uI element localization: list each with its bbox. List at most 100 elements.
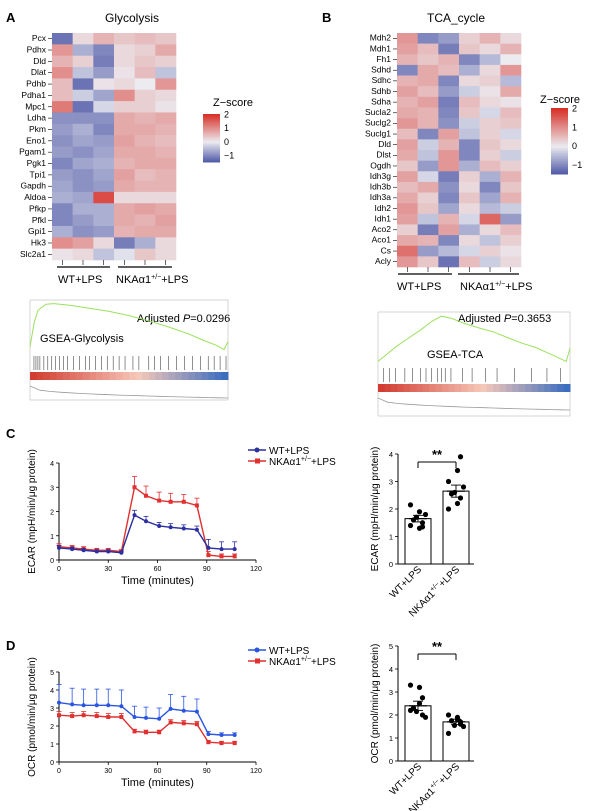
y-tick-label: 1 — [389, 533, 393, 542]
heatmap-tca: Mdh2Mdh1Fh1SdhdSdhcSdhbSdhaSucla2Suclg2S… — [365, 33, 522, 272]
zscore-gradient-step — [203, 118, 220, 121]
heatmap-row-label: Dld — [378, 139, 391, 149]
group-label-wt: WT+LPS — [397, 281, 441, 293]
heatmap-cell — [93, 180, 115, 193]
zscore-legend-b: Z−score 2 1 0 −1 — [540, 94, 582, 175]
heatmap-cell — [479, 86, 501, 98]
heatmap-cell — [417, 43, 439, 55]
series-marker — [157, 498, 162, 503]
heatmap-cell — [438, 150, 460, 161]
heatmap-cell — [438, 224, 460, 236]
y-axis-label: ECAR (mpH/min/μg protein) — [370, 447, 381, 572]
heatmap-cell — [397, 96, 418, 108]
heatmap-cell — [500, 235, 522, 247]
heatmap-cell — [417, 171, 439, 183]
series-marker — [144, 493, 149, 498]
zscore-gradient-step — [551, 111, 568, 114]
zscore-gradient-step — [203, 130, 220, 133]
heatmap-cell — [93, 146, 115, 159]
heatmap-cell — [417, 235, 439, 247]
heatmap-cell — [417, 86, 439, 98]
heatmap-row-label: Idh3g — [370, 171, 392, 181]
heatmap-cell — [438, 43, 460, 55]
zscore-gradient-step — [203, 151, 220, 153]
gsea-rank-band — [448, 384, 456, 392]
heatmap-cell — [500, 118, 522, 130]
data-point — [419, 712, 426, 718]
heatmap-cell — [500, 107, 522, 119]
gsea-rank-band — [512, 384, 520, 392]
heatmap-cell — [134, 157, 156, 170]
heatmap-cell — [438, 213, 460, 225]
heatmap-cell — [93, 89, 115, 102]
heatmap-cell — [500, 43, 522, 55]
heatmap-cell — [155, 237, 177, 249]
legend-label-pre: NKAα1 — [269, 657, 301, 668]
y-axis-label: ECAR (mpH/min/μg protein) — [27, 449, 38, 574]
y-tick-label: 1 — [50, 534, 54, 541]
series-marker — [70, 547, 75, 552]
heatmap-row-label: Aco1 — [372, 235, 392, 245]
gsea-rank-band — [410, 384, 417, 392]
series-marker — [181, 526, 186, 531]
pvalue-pre: Adjusted — [137, 313, 183, 325]
series-marker — [57, 713, 61, 718]
series-marker — [57, 700, 61, 705]
zscore-gradient-step — [551, 145, 568, 149]
heatmap-cell — [114, 101, 135, 113]
legend-label: WT+LPS — [269, 646, 310, 657]
zscore-gradient-step — [203, 114, 220, 116]
gsea-rank-band — [142, 372, 150, 380]
data-point — [407, 707, 414, 714]
zscore-gradient-step — [551, 108, 568, 111]
gsea-rank-band — [563, 384, 571, 392]
gsea-rank-band — [36, 372, 44, 380]
heatmap-cell — [397, 118, 418, 130]
zscore-gradient-step — [203, 126, 220, 128]
gsea-rank-band — [214, 372, 222, 380]
y-tick-label: 1 — [389, 734, 393, 743]
heatmap-cell — [134, 191, 156, 204]
zscore-gradient-step — [551, 172, 568, 175]
zscore-title: Z−score — [213, 97, 253, 109]
legend-label: NKAα1+/−+LPS — [269, 656, 336, 668]
heatmap-cell — [438, 192, 460, 204]
gsea-rank-metric — [29, 385, 229, 399]
heatmap-cell — [500, 139, 522, 151]
data-point — [445, 506, 452, 512]
heatmap-row-label: Acly — [375, 256, 392, 266]
zscore-tick-label: −1 — [572, 160, 582, 170]
heatmap-cell — [114, 33, 135, 45]
heatmap-cell — [155, 101, 177, 113]
heatmap-cell — [500, 160, 522, 172]
heatmap-cell — [417, 107, 439, 119]
zscore-tick-label: −1 — [224, 151, 234, 161]
series-marker — [157, 730, 162, 735]
heatmap-cell — [93, 55, 115, 68]
heatmap-cell — [155, 135, 177, 147]
heatmap-cell — [52, 169, 73, 181]
series-marker — [132, 485, 137, 490]
gsea-rank-band — [557, 384, 565, 392]
legend-marker — [254, 647, 260, 653]
gsea-rank-band — [525, 384, 533, 392]
gsea-glycolysis-plot: Adjusted P=0.0296 GSEA-Glycolysis — [29, 299, 230, 401]
heatmap-cell — [114, 67, 135, 79]
zscore-gradient-step — [203, 144, 220, 146]
pvalue-p: P — [183, 313, 191, 325]
heatmap-cell — [155, 146, 177, 159]
series-marker — [81, 548, 86, 553]
legend-label-post: +LPS — [311, 657, 336, 668]
series-marker — [232, 547, 237, 552]
y-tick-label: 4 — [50, 461, 54, 468]
gsea-glycolysis-label: GSEA-Glycolysis — [40, 333, 124, 345]
heatmap-cell — [479, 64, 501, 76]
significance-label: ** — [432, 639, 443, 654]
heatmap-row-label: Pfkp — [29, 203, 46, 213]
data-point — [419, 695, 426, 701]
heatmap-cell — [500, 75, 522, 87]
zscore-tick-label: 1 — [224, 123, 229, 133]
heatmap-cell — [93, 101, 115, 113]
heatmap-cell — [134, 123, 156, 136]
zscore-gradient-step — [203, 148, 220, 151]
